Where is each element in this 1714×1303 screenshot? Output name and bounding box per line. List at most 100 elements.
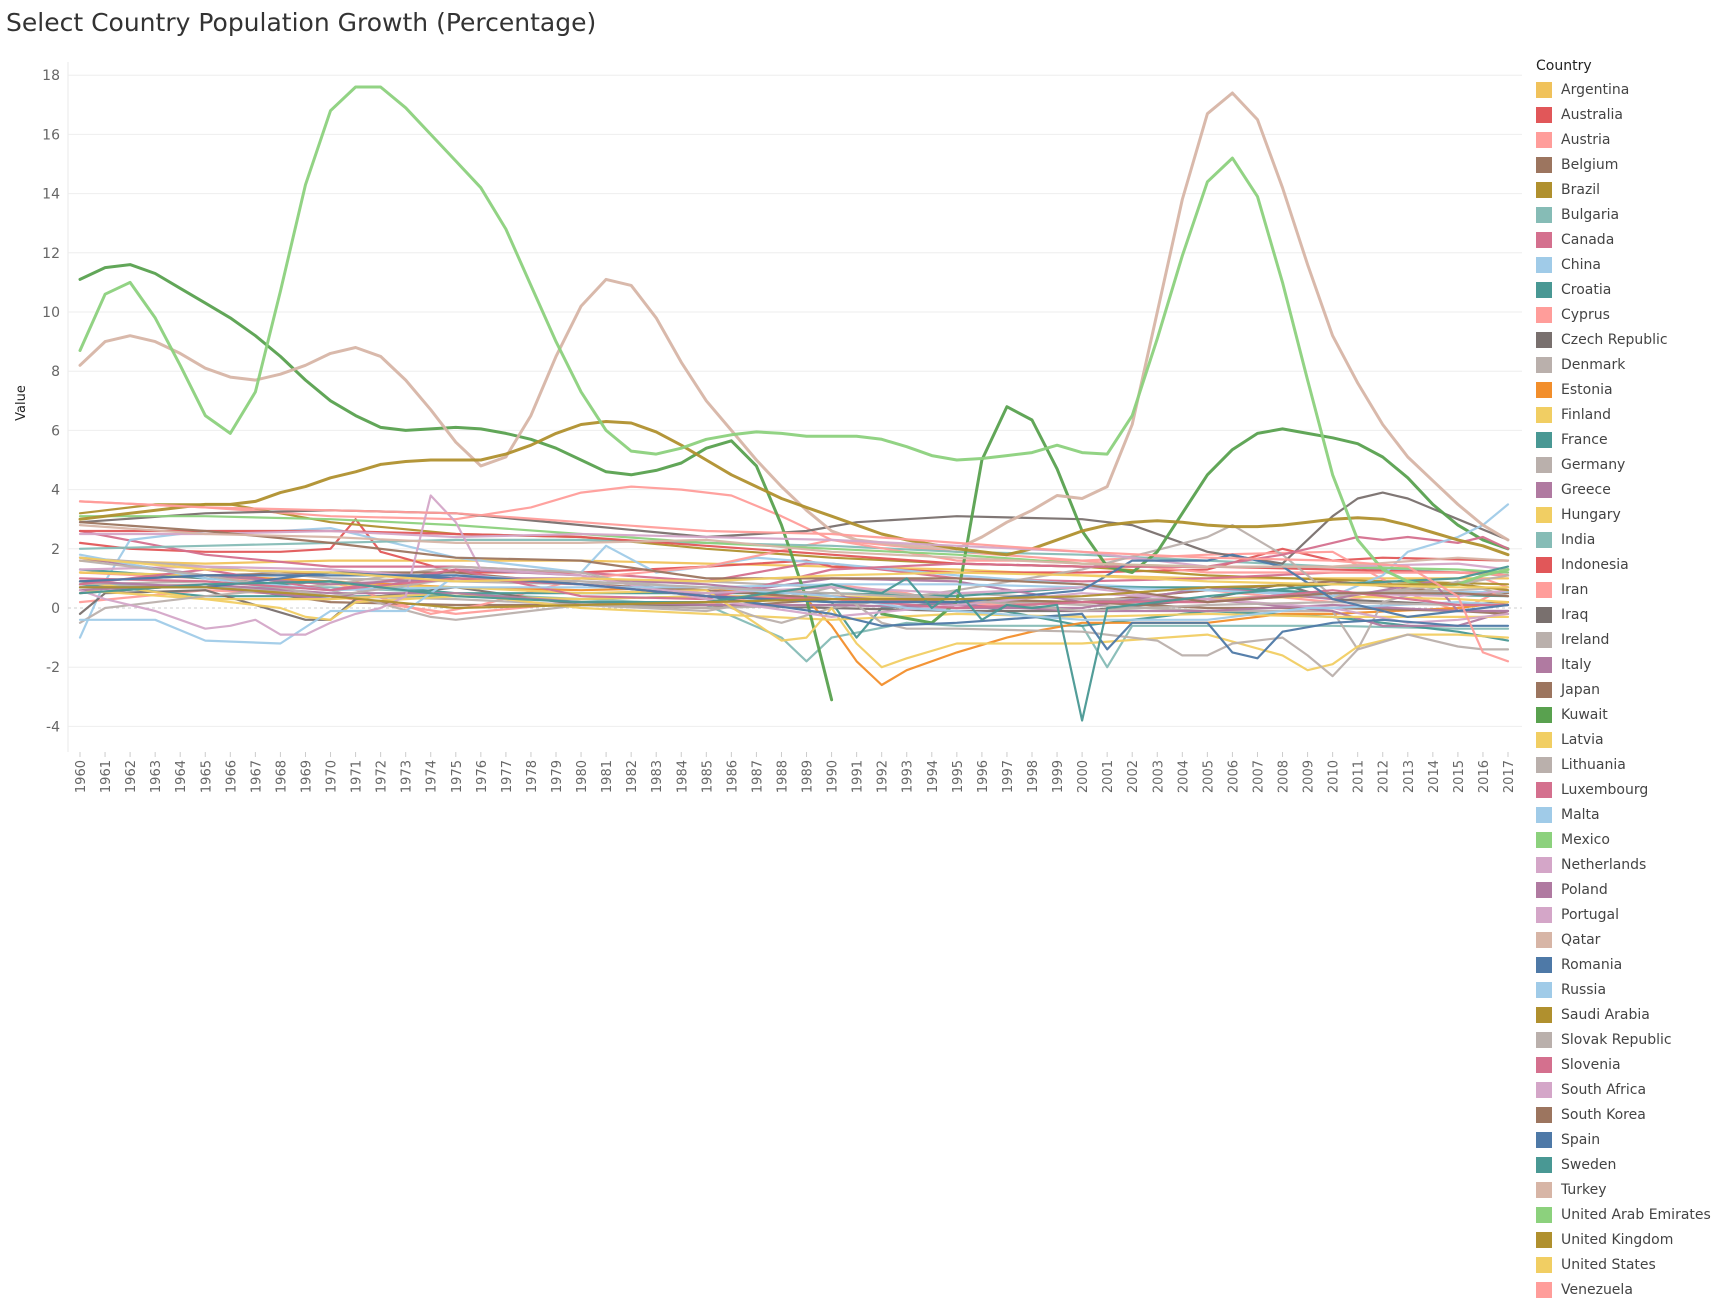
legend-item[interactable]: Russia: [1536, 977, 1712, 1002]
x-tick-label: 1975: [450, 760, 465, 793]
legend-item[interactable]: Malta: [1536, 802, 1712, 827]
y-axis-label: Value: [14, 385, 29, 421]
series-line-canada: [78, 529, 1510, 583]
legend-item[interactable]: Japan: [1536, 677, 1712, 702]
legend-label: Iraq: [1561, 606, 1589, 623]
legend-label: Argentina: [1561, 81, 1630, 98]
legend-swatch: [1536, 981, 1552, 998]
x-tick-label: 2007: [1251, 760, 1266, 793]
x-tick-label: 1984: [675, 760, 690, 793]
legend-label: United States: [1561, 1256, 1656, 1273]
legend-item[interactable]: Mexico: [1536, 827, 1712, 852]
legend-item[interactable]: United Arab Emirates: [1536, 1202, 1712, 1227]
legend-label: Romania: [1561, 956, 1623, 973]
legend-swatch: [1536, 531, 1552, 548]
x-tick-label: 1961: [99, 760, 114, 793]
legend-items: Argentina Australia Austria Belgium Brazil Bu…: [1536, 77, 1712, 1302]
legend-item[interactable]: Turkey: [1536, 1177, 1712, 1202]
legend-item[interactable]: Croatia: [1536, 277, 1712, 302]
legend-swatch: [1536, 931, 1552, 948]
legend-item[interactable]: Bulgaria: [1536, 202, 1712, 227]
legend-item[interactable]: Portugal: [1536, 902, 1712, 927]
legend-item[interactable]: Ireland: [1536, 627, 1712, 652]
x-tick-label: 1968: [274, 760, 289, 793]
legend-item[interactable]: Finland: [1536, 402, 1712, 427]
y-tick-label: 18: [42, 68, 60, 84]
legend-label: Australia: [1561, 106, 1623, 123]
x-tick-label: 2015: [1452, 760, 1467, 793]
legend-item[interactable]: Qatar: [1536, 927, 1712, 952]
legend-item[interactable]: Australia: [1536, 102, 1712, 127]
legend-item[interactable]: Latvia: [1536, 727, 1712, 752]
legend-swatch: [1536, 131, 1552, 148]
legend-swatch: [1536, 1131, 1552, 1148]
legend-item[interactable]: France: [1536, 427, 1712, 452]
legend-swatch: [1536, 206, 1552, 223]
legend-item[interactable]: Poland: [1536, 877, 1712, 902]
legend-item[interactable]: Iran: [1536, 577, 1712, 602]
legend-item[interactable]: Slovak Republic: [1536, 1027, 1712, 1052]
legend-item[interactable]: South Korea: [1536, 1102, 1712, 1127]
x-tick-label: 1971: [350, 760, 365, 793]
y-tick-label: 16: [42, 127, 60, 143]
legend-label: Hungary: [1561, 506, 1621, 523]
legend-item[interactable]: Greece: [1536, 477, 1712, 502]
x-tick-label: 1996: [976, 760, 991, 793]
legend-swatch: [1536, 381, 1552, 398]
legend-item[interactable]: Indonesia: [1536, 552, 1712, 577]
legend-item[interactable]: Sweden: [1536, 1152, 1712, 1177]
legend-item[interactable]: Cyprus: [1536, 302, 1712, 327]
legend-swatch: [1536, 431, 1552, 448]
legend-item[interactable]: Canada: [1536, 227, 1712, 252]
legend-item[interactable]: United States: [1536, 1252, 1712, 1277]
series-line-kuwait-1992-2017: [880, 405, 1510, 625]
legend-label: South Korea: [1561, 1106, 1646, 1123]
x-tick-label: 2004: [1176, 760, 1191, 793]
legend-swatch: [1536, 1081, 1552, 1098]
legend-item[interactable]: Germany: [1536, 452, 1712, 477]
legend-item[interactable]: Kuwait: [1536, 702, 1712, 727]
legend-label: Cyprus: [1561, 306, 1610, 323]
legend-item[interactable]: Italy: [1536, 652, 1712, 677]
x-tick-label: 2016: [1477, 760, 1492, 793]
x-tick-label: 1966: [224, 760, 239, 793]
legend-swatch: [1536, 181, 1552, 198]
legend-item[interactable]: India: [1536, 527, 1712, 552]
x-tick-label: 2003: [1151, 760, 1166, 793]
legend-item[interactable]: Iraq: [1536, 602, 1712, 627]
legend-item[interactable]: Slovenia: [1536, 1052, 1712, 1077]
legend-swatch: [1536, 506, 1552, 523]
legend-swatch: [1536, 656, 1552, 673]
x-tick-label: 2010: [1327, 760, 1342, 793]
legend-item[interactable]: Brazil: [1536, 177, 1712, 202]
x-tick-label: 1974: [425, 760, 440, 793]
legend-item[interactable]: Czech Republic: [1536, 327, 1712, 352]
legend-swatch: [1536, 231, 1552, 248]
legend-item[interactable]: Luxembourg: [1536, 777, 1712, 802]
legend-item[interactable]: Estonia: [1536, 377, 1712, 402]
legend-item[interactable]: Hungary: [1536, 502, 1712, 527]
y-tick-label: 6: [51, 423, 60, 439]
legend-item[interactable]: Denmark: [1536, 352, 1712, 377]
legend-label: Brazil: [1561, 181, 1601, 198]
legend-item[interactable]: Belgium: [1536, 152, 1712, 177]
legend-label: Slovak Republic: [1561, 1031, 1672, 1048]
legend-item[interactable]: United Kingdom: [1536, 1227, 1712, 1252]
legend-swatch: [1536, 1106, 1552, 1123]
legend-swatch: [1536, 856, 1552, 873]
legend-item[interactable]: Argentina: [1536, 77, 1712, 102]
legend-item[interactable]: Austria: [1536, 127, 1712, 152]
legend-item[interactable]: China: [1536, 252, 1712, 277]
gridlines: [67, 62, 1522, 752]
legend-label: Iran: [1561, 581, 1589, 598]
legend-item[interactable]: Netherlands: [1536, 852, 1712, 877]
legend-swatch: [1536, 456, 1552, 473]
y-tick-label: -4: [46, 719, 60, 735]
legend-item[interactable]: South Africa: [1536, 1077, 1712, 1102]
legend-item[interactable]: Lithuania: [1536, 752, 1712, 777]
legend-swatch: [1536, 1231, 1552, 1248]
legend-item[interactable]: Romania: [1536, 952, 1712, 977]
legend-item[interactable]: Spain: [1536, 1127, 1712, 1152]
legend-item[interactable]: Saudi Arabia: [1536, 1002, 1712, 1027]
legend-item[interactable]: Venezuela: [1536, 1277, 1712, 1302]
